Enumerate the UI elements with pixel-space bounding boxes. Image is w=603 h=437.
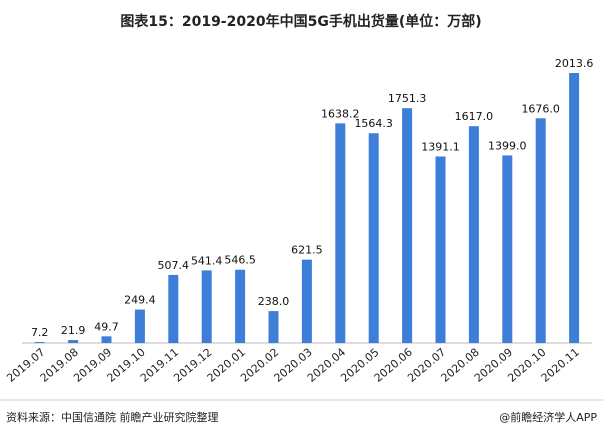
value-label: 49.7 [94, 320, 119, 333]
credit: @前瞻经济学人APP [499, 410, 597, 424]
bar [368, 133, 379, 343]
bar [535, 118, 546, 343]
value-label: 1638.2 [321, 107, 360, 120]
bar [201, 270, 212, 343]
bar [569, 73, 580, 343]
bar [101, 336, 112, 343]
bar [134, 309, 145, 343]
chart-title: 图表15：2019-2020年中国5G手机出货量(单位：万部) [120, 13, 481, 30]
bar [68, 340, 79, 343]
value-label: 546.5 [224, 254, 256, 267]
bar [235, 269, 246, 343]
bar [301, 259, 312, 343]
value-label: 541.4 [191, 254, 223, 267]
value-label: 1399.0 [488, 139, 527, 152]
value-label: 1564.3 [354, 117, 393, 130]
value-label: 7.2 [31, 326, 49, 339]
value-label: 621.5 [291, 244, 323, 257]
source-note: 资料来源：中国信通院 前瞻产业研究院整理 [6, 410, 219, 424]
value-label: 1391.1 [421, 140, 460, 153]
value-label: 1751.3 [388, 92, 427, 105]
value-label: 249.4 [124, 294, 156, 307]
bar [502, 155, 513, 343]
value-label: 2013.6 [555, 57, 594, 70]
bar [468, 126, 479, 343]
value-label: 238.0 [258, 295, 290, 308]
bar [34, 342, 45, 343]
value-label: 1617.0 [455, 110, 494, 123]
bar [435, 156, 446, 343]
bar [335, 123, 346, 344]
x-tick-label: 2020.11 [539, 346, 582, 385]
value-label: 21.9 [61, 324, 86, 337]
bar [168, 274, 179, 343]
value-label: 507.4 [158, 259, 190, 272]
value-label: 1676.0 [521, 102, 560, 115]
bar [402, 108, 413, 344]
bar [268, 311, 279, 343]
